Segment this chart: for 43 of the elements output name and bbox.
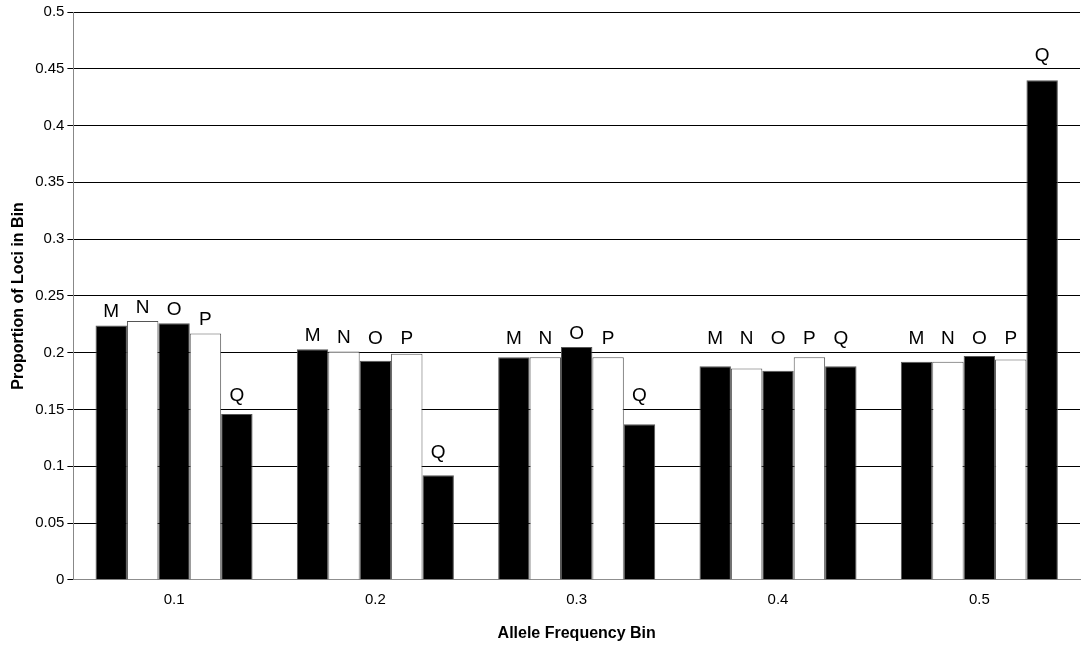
text: N xyxy=(337,326,351,348)
y-tick-label: 0.25 xyxy=(35,286,65,304)
series-label: M xyxy=(304,324,321,346)
y-tick-label: 0.15 xyxy=(35,399,65,417)
series-label: P xyxy=(199,308,212,330)
y-tick-label: 0.35 xyxy=(35,172,65,190)
x-tick-label: 0.3 xyxy=(566,589,588,607)
text: P xyxy=(601,327,615,349)
text: O xyxy=(367,327,383,349)
x-axis-title: Allele Frequency Bin xyxy=(497,623,656,641)
text: M xyxy=(103,300,120,322)
x-tick-label: 0.4 xyxy=(767,589,789,607)
series-label: Q xyxy=(229,384,245,406)
x-tick-label: 0.2 xyxy=(364,589,386,607)
y-tick-label: 0.05 xyxy=(35,513,65,531)
text: M xyxy=(908,327,925,349)
text: O xyxy=(770,327,786,349)
text: Q xyxy=(833,327,849,349)
text: Q xyxy=(1034,43,1050,65)
y-tick-label: 0.3 xyxy=(43,229,65,247)
y-tick-label: 0.5 xyxy=(43,2,65,20)
text: Q xyxy=(632,384,647,406)
text: P xyxy=(400,327,414,349)
series-label: O xyxy=(166,297,182,319)
text: Q xyxy=(430,440,446,462)
text: P xyxy=(1004,327,1018,349)
y-tick-label: 0.1 xyxy=(43,456,65,474)
x-tick-label: 0.5 xyxy=(968,589,990,607)
y-axis-title: Proportion of Loci in Bin xyxy=(9,202,27,390)
text: M xyxy=(505,327,522,349)
text: P xyxy=(803,327,816,349)
y-tick-label: 0.45 xyxy=(35,58,65,76)
y-tick-label: 0.4 xyxy=(43,115,65,133)
y-tick-label: 0 xyxy=(56,569,65,587)
text: O xyxy=(971,327,987,349)
text: O xyxy=(569,321,585,343)
x-tick-label: 0.1 xyxy=(163,589,185,607)
text: N xyxy=(941,327,955,349)
text: N xyxy=(538,327,553,349)
series-label: N xyxy=(135,295,150,317)
text: N xyxy=(739,327,754,349)
text: M xyxy=(707,327,724,349)
y-tick-label: 0.2 xyxy=(43,342,65,360)
